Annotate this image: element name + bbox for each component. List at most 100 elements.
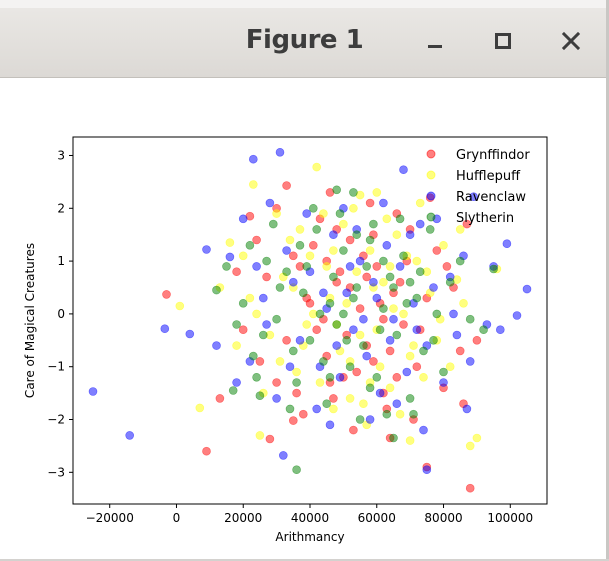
scatter-point-slytherin bbox=[399, 251, 408, 261]
scatter-point-slytherin bbox=[268, 219, 278, 229]
scatter-point-ravenclaw bbox=[342, 288, 352, 298]
scatter-point-grynffindor bbox=[385, 346, 395, 356]
scatter-point-ravenclaw bbox=[238, 214, 248, 224]
scatter-point-ravenclaw bbox=[399, 165, 408, 174]
scatter-point-grynffindor bbox=[238, 325, 248, 334]
scatter-point-ravenclaw bbox=[465, 357, 475, 366]
scatter-point-hufflepuff bbox=[385, 383, 395, 393]
scatter-point-grynffindor bbox=[312, 325, 322, 334]
scatter-point-slytherin bbox=[419, 346, 428, 356]
scatter-point-ravenclaw bbox=[312, 404, 322, 414]
scatter-point-slytherin bbox=[252, 372, 261, 382]
scatter-point-slytherin bbox=[282, 267, 291, 276]
scatter-point-ravenclaw bbox=[232, 378, 241, 387]
scatter-point-slytherin bbox=[212, 285, 221, 295]
window-title: Figure 1 bbox=[245, 25, 364, 55]
scatter-point-grynffindor bbox=[472, 335, 482, 345]
scatter-point-grynffindor bbox=[355, 304, 365, 313]
scatter-point-ravenclaw bbox=[295, 335, 305, 345]
window-titlebar[interactable]: Figure 1 bbox=[0, 0, 609, 78]
scatter-point-ravenclaw bbox=[275, 148, 285, 157]
scatter-point-hufflepuff bbox=[355, 330, 365, 340]
scatter-point-ravenclaw bbox=[429, 283, 438, 292]
scatter-point-slytherin bbox=[345, 362, 355, 372]
scatter-point-hufflepuff bbox=[375, 362, 385, 372]
scatter-point-grynffindor bbox=[362, 272, 372, 282]
scatter-point-slytherin bbox=[292, 378, 301, 387]
scatter-point-hufflepuff bbox=[195, 403, 205, 413]
scatter-point-slytherin bbox=[312, 225, 322, 234]
scatter-point-ravenclaw bbox=[332, 341, 342, 350]
scatter-point-hufflepuff bbox=[255, 431, 265, 440]
scatter-point-ravenclaw bbox=[212, 341, 221, 350]
scatter-point-hufflepuff bbox=[272, 209, 281, 218]
scatter-point-grynffindor bbox=[215, 394, 225, 403]
scatter-point-grynffindor bbox=[352, 367, 362, 377]
minimize-button[interactable] bbox=[418, 24, 452, 58]
scatter-point-grynffindor bbox=[272, 378, 281, 387]
scatter-point-slytherin bbox=[258, 330, 268, 340]
x-tick-label: 20000 bbox=[224, 511, 262, 525]
legend-marker-grynffindor bbox=[426, 149, 436, 159]
maximize-icon bbox=[495, 33, 511, 49]
scatter-point-grynffindor bbox=[265, 434, 275, 444]
scatter-point-slytherin bbox=[385, 272, 395, 282]
scatter-point-hufflepuff bbox=[252, 309, 261, 319]
scatter-point-slytherin bbox=[262, 256, 271, 266]
scatter-point-slytherin bbox=[352, 230, 362, 239]
scatter-point-grynffindor bbox=[255, 357, 265, 366]
scatter-point-grynffindor bbox=[365, 198, 375, 208]
scatter-point-slytherin bbox=[332, 320, 342, 329]
scatter-point-ravenclaw bbox=[202, 245, 211, 254]
scatter-point-hufflepuff bbox=[292, 367, 301, 377]
scatter-point-grynffindor bbox=[162, 290, 171, 299]
scatter-point-ravenclaw bbox=[372, 293, 382, 303]
scatter-point-hufflepuff bbox=[352, 267, 362, 276]
scatter-point-ravenclaw bbox=[365, 415, 375, 424]
scatter-point-ravenclaw bbox=[405, 230, 415, 239]
scatter-point-ravenclaw bbox=[262, 320, 271, 329]
scatter-point-hufflepuff bbox=[372, 188, 382, 197]
scatter-point-slytherin bbox=[365, 383, 375, 393]
scatter-point-slytherin bbox=[455, 256, 465, 266]
scatter-point-ravenclaw bbox=[329, 230, 338, 239]
scatter-point-slytherin bbox=[238, 299, 248, 308]
scatter-point-hufflepuff bbox=[339, 219, 348, 229]
scatter-point-hufflepuff bbox=[322, 262, 332, 271]
scatter-point-slytherin bbox=[222, 262, 231, 271]
maximize-button[interactable] bbox=[486, 24, 520, 58]
scatter-point-hufflepuff bbox=[419, 372, 428, 382]
scatter-point-ravenclaw bbox=[369, 277, 378, 287]
scatter-point-grynffindor bbox=[288, 416, 298, 425]
y-tick-label: −3 bbox=[47, 465, 65, 479]
background-window-strip bbox=[0, 0, 609, 8]
scatter-point-slytherin bbox=[302, 262, 312, 271]
scatter-point-grynffindor bbox=[345, 235, 355, 245]
scatter-point-ravenclaw bbox=[469, 192, 478, 201]
scatter-point-grynffindor bbox=[465, 483, 475, 493]
scatter-point-ravenclaw bbox=[412, 325, 422, 334]
scatter-point-slytherin bbox=[322, 399, 332, 409]
y-tick-label: −2 bbox=[47, 413, 65, 427]
scatter-point-ravenclaw bbox=[125, 431, 134, 440]
scatter-point-hufflepuff bbox=[395, 409, 405, 419]
scatter-point-hufflepuff bbox=[329, 246, 338, 255]
scatter-point-ravenclaw bbox=[278, 451, 288, 460]
scatter-point-slytherin bbox=[409, 409, 418, 419]
scatter-point-slytherin bbox=[375, 325, 385, 334]
scatter-point-slytherin bbox=[402, 299, 412, 308]
scatter-point-ravenclaw bbox=[502, 239, 512, 248]
scatter-point-ravenclaw bbox=[392, 399, 402, 409]
scatter-point-slytherin bbox=[319, 357, 328, 366]
scatter-point-slytherin bbox=[292, 465, 301, 475]
scatter-point-grynffindor bbox=[379, 314, 388, 324]
scatter-point-slytherin bbox=[479, 325, 488, 334]
scatter-point-slytherin bbox=[249, 351, 258, 361]
scatter-point-ravenclaw bbox=[185, 329, 195, 339]
scatter-point-grynffindor bbox=[329, 394, 338, 403]
scatter-point-ravenclaw bbox=[345, 262, 355, 271]
scatter-points bbox=[88, 148, 532, 493]
close-button[interactable] bbox=[554, 24, 588, 58]
scatter-point-slytherin bbox=[339, 309, 348, 319]
scatter-point-ravenclaw bbox=[335, 372, 345, 382]
